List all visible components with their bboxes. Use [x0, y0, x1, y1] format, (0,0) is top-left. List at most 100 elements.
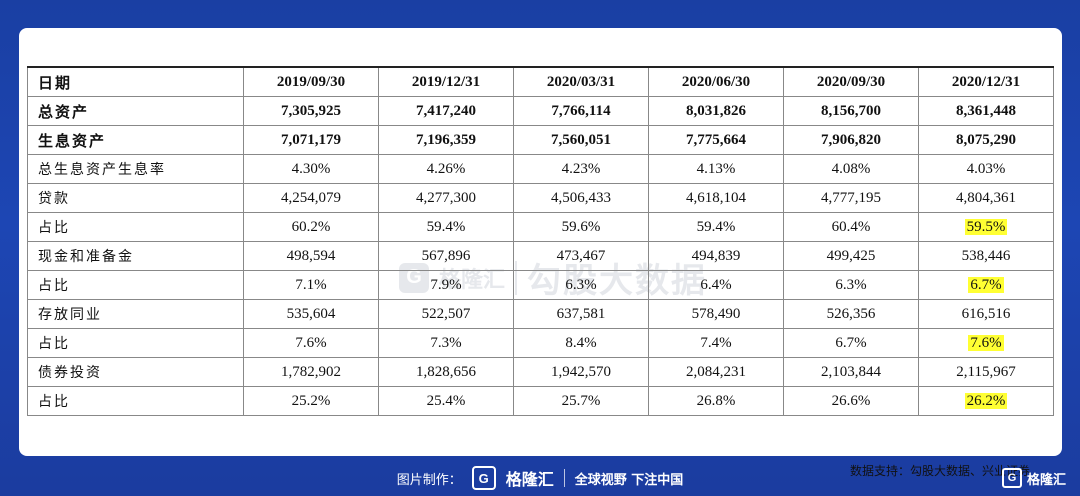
table-cell: 494,839	[691, 247, 741, 264]
table-cell: 498,594	[286, 247, 336, 264]
table-cell: 1,828,656	[416, 363, 476, 380]
value-cell: 2020/06/30	[648, 66, 784, 97]
table-cell: 26.6%	[831, 392, 871, 409]
table-cell: 2020/03/31	[546, 73, 616, 90]
row-label: 贷款	[38, 191, 70, 207]
value-cell: 4.30%	[243, 154, 379, 184]
value-cell: 7,766,114	[513, 96, 649, 126]
table-cell: 6.3%	[835, 276, 867, 293]
table-cell: 6.7%	[835, 334, 867, 351]
value-cell: 6.4%	[648, 270, 784, 300]
value-cell: 494,839	[648, 241, 784, 271]
table-cell: 4.23%	[561, 160, 601, 177]
value-cell: 7.6%	[918, 328, 1054, 358]
value-cell: 59.4%	[378, 212, 514, 242]
table-cell: 60.4%	[831, 218, 871, 235]
table-cell: 4.03%	[966, 160, 1006, 177]
table-row: 占比 25.2% 25.4% 25.7% 26.8% 26.6% 26.2%	[27, 386, 1054, 416]
table-cell: 2019/09/30	[276, 73, 346, 90]
table-cell: 8,075,290	[956, 131, 1016, 148]
table-cell: 25.4%	[426, 392, 466, 409]
value-cell: 8,075,290	[918, 125, 1054, 155]
value-cell: 7.1%	[243, 270, 379, 300]
label-cell: 贷款	[27, 183, 244, 213]
label-cell: 生息资产	[27, 125, 244, 155]
value-cell: 2,084,231	[648, 357, 784, 387]
value-cell: 4,804,361	[918, 183, 1054, 213]
table-cell: 7.3%	[430, 334, 462, 351]
table-cell: 4.13%	[696, 160, 736, 177]
table-cell: 2020/09/30	[816, 73, 886, 90]
table-cell: 2,103,844	[821, 363, 881, 380]
value-cell: 2020/12/31	[918, 66, 1054, 97]
label-cell: 总生息资产生息率	[27, 154, 244, 184]
table-header-row: 日期 2019/09/30 2019/12/31 2020/03/31 2020/06/…	[27, 66, 1054, 97]
value-cell: 7.9%	[378, 270, 514, 300]
value-cell: 473,467	[513, 241, 649, 271]
table-cell: 4,618,104	[686, 189, 746, 206]
value-cell: 59.5%	[918, 212, 1054, 242]
table-cell: 7,417,240	[416, 102, 476, 119]
value-cell: 4,277,300	[378, 183, 514, 213]
table-cell: 8,361,448	[956, 102, 1016, 119]
corner-logo: G 格隆汇	[1001, 468, 1066, 488]
table-cell: 2,115,967	[956, 363, 1016, 380]
table-cell: 25.2%	[291, 392, 331, 409]
table-cell: 26.8%	[696, 392, 736, 409]
value-cell: 7,196,359	[378, 125, 514, 155]
table-row: 占比 60.2% 59.4% 59.6% 59.4% 60.4% 59.5%	[27, 212, 1054, 242]
value-cell: 2019/09/30	[243, 66, 379, 97]
value-cell: 616,516	[918, 299, 1054, 329]
value-cell: 7,071,179	[243, 125, 379, 155]
value-cell: 4,618,104	[648, 183, 784, 213]
row-label: 总生息资产生息率	[38, 162, 166, 178]
value-cell: 8,031,826	[648, 96, 784, 126]
row-label: 占比	[38, 336, 70, 352]
table-cell: 6.4%	[700, 276, 732, 293]
value-cell: 7,560,051	[513, 125, 649, 155]
value-cell: 2,103,844	[783, 357, 919, 387]
highlighted-cell: 59.5%	[964, 218, 1008, 235]
table-cell: 7,766,114	[551, 102, 611, 119]
table-row: 生息资产 7,071,179 7,196,359 7,560,051 7,775,664…	[27, 125, 1054, 155]
value-cell: 7,906,820	[783, 125, 919, 155]
footer-logo-icon: G	[471, 466, 496, 490]
table-cell: 7,775,664	[686, 131, 746, 148]
label-cell: 占比	[27, 328, 244, 358]
value-cell: 7,417,240	[378, 96, 514, 126]
value-cell: 6.3%	[783, 270, 919, 300]
value-cell: 2020/09/30	[783, 66, 919, 97]
value-cell: 2,115,967	[918, 357, 1054, 387]
table-cell: 1,942,570	[551, 363, 611, 380]
value-cell: 4.08%	[783, 154, 919, 184]
table-cell: 567,896	[421, 247, 471, 264]
value-cell: 25.4%	[378, 386, 514, 416]
table-cell: 499,425	[826, 247, 876, 264]
value-cell: 25.2%	[243, 386, 379, 416]
table-cell: 8.4%	[565, 334, 597, 351]
table-cell: 2019/12/31	[411, 73, 481, 90]
source-note: 数据支持：勾股大数据、兴业证券	[849, 464, 1030, 478]
value-cell: 26.2%	[918, 386, 1054, 416]
table-cell: 60.2%	[291, 218, 331, 235]
value-cell: 526,356	[783, 299, 919, 329]
footer-bar: 图片制作： G 格隆汇 全球视野 下注中国	[0, 460, 1080, 496]
corner-logo-icon: G	[1001, 468, 1022, 488]
value-cell: 7,775,664	[648, 125, 784, 155]
footer-slogan: 全球视野 下注中国	[574, 472, 684, 488]
label-cell: 日期	[27, 66, 244, 97]
value-cell: 7,305,925	[243, 96, 379, 126]
value-cell: 26.6%	[783, 386, 919, 416]
value-cell: 59.4%	[648, 212, 784, 242]
table-cell: 616,516	[961, 305, 1011, 322]
value-cell: 567,896	[378, 241, 514, 271]
value-cell: 26.8%	[648, 386, 784, 416]
value-cell: 1,782,902	[243, 357, 379, 387]
table-cell: 4.30%	[291, 160, 331, 177]
label-cell: 存放同业	[27, 299, 244, 329]
value-cell: 6.3%	[513, 270, 649, 300]
label-cell: 占比	[27, 386, 244, 416]
row-label: 占比	[38, 220, 70, 236]
table-cell: 4.26%	[426, 160, 466, 177]
financial-table: 日期 2019/09/30 2019/12/31 2020/03/31 2020/06/…	[27, 66, 1054, 416]
